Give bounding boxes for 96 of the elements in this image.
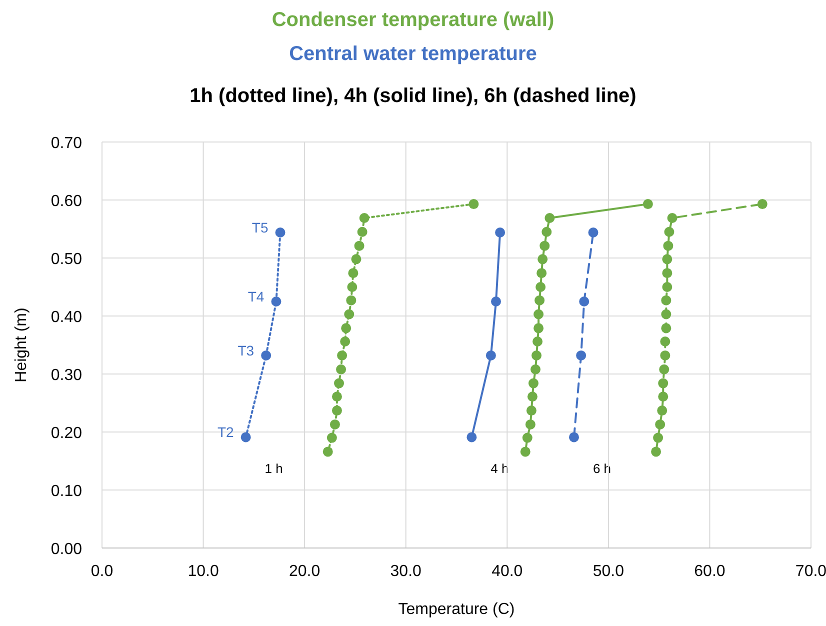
y-tick-label: 0.40	[50, 309, 82, 326]
point	[657, 406, 668, 416]
point	[662, 282, 672, 292]
point	[528, 378, 538, 388]
y-tick-label: 0.00	[50, 541, 82, 558]
point	[348, 268, 358, 278]
annotation: T5	[252, 219, 268, 236]
point	[660, 350, 670, 360]
point	[658, 378, 668, 388]
point	[522, 432, 532, 443]
point	[588, 227, 598, 238]
point	[334, 378, 344, 388]
point	[261, 350, 272, 360]
point	[651, 446, 662, 457]
point	[642, 199, 653, 210]
point	[579, 296, 590, 306]
point	[337, 350, 348, 360]
point	[534, 323, 544, 334]
point	[542, 226, 552, 237]
y-tick-label: 0.30	[50, 367, 82, 384]
point	[662, 268, 672, 278]
point	[486, 350, 496, 360]
x-tick-label: 70.0	[795, 563, 826, 580]
point	[661, 309, 672, 320]
annotation: T2	[217, 424, 234, 440]
point	[661, 323, 672, 334]
point	[655, 419, 666, 430]
point	[344, 309, 354, 320]
point	[540, 240, 550, 251]
point	[667, 212, 678, 223]
point	[663, 240, 674, 251]
y-tick-label: 0.20	[50, 425, 82, 442]
point	[340, 336, 350, 347]
point	[275, 227, 286, 238]
annotation: T3	[238, 342, 254, 358]
chart-title: Condenser temperature (wall)	[272, 9, 554, 31]
point	[520, 446, 530, 457]
chart-subtitle: Central water temperature	[289, 43, 537, 65]
x-tick-label: 40.0	[492, 563, 523, 580]
x-tick-label: 0.0	[90, 563, 114, 580]
point	[658, 392, 668, 402]
point	[271, 296, 282, 306]
point	[357, 226, 368, 237]
point	[240, 432, 251, 442]
point	[466, 432, 477, 442]
point	[525, 419, 536, 430]
point	[536, 282, 546, 292]
point	[536, 268, 547, 278]
point	[532, 336, 543, 347]
x-tick-label: 20.0	[289, 563, 320, 580]
annotation: T4	[248, 288, 264, 304]
point	[661, 295, 672, 306]
point	[534, 295, 545, 306]
point	[538, 254, 548, 264]
y-tick-label: 0.70	[50, 135, 82, 152]
point	[532, 350, 542, 360]
point	[351, 254, 362, 264]
point	[659, 364, 670, 374]
y-tick-label: 0.50	[50, 251, 82, 268]
point	[354, 240, 364, 251]
point	[568, 432, 579, 442]
point	[527, 392, 538, 402]
point	[332, 406, 342, 416]
x-axis-title: Temperature (C)	[398, 601, 515, 618]
point	[534, 309, 544, 320]
point	[495, 227, 506, 238]
x-tick-label: 50.0	[592, 563, 624, 580]
point	[347, 282, 358, 292]
point	[336, 364, 346, 374]
point	[491, 296, 501, 306]
y-tick-label: 0.60	[50, 193, 82, 210]
point	[544, 212, 555, 223]
y-axis-title: Height (m)	[13, 308, 30, 382]
point	[326, 432, 337, 443]
point	[757, 199, 768, 210]
point	[341, 323, 352, 334]
x-tick-label: 60.0	[694, 563, 726, 580]
point	[359, 212, 370, 223]
point	[576, 350, 586, 360]
point	[330, 419, 340, 430]
point	[346, 295, 356, 306]
point	[664, 226, 674, 237]
point	[530, 364, 541, 374]
point	[526, 406, 536, 416]
annotation: 1 h	[264, 461, 283, 476]
point	[653, 432, 664, 443]
y-tick-label: 0.10	[50, 483, 82, 500]
annotation: 6 h	[592, 461, 612, 476]
text: 1h (dotted line), 4h (solid line), 6h (dashed line)	[190, 85, 636, 107]
point	[332, 392, 342, 402]
point	[662, 254, 672, 264]
x-tick-label: 10.0	[188, 563, 219, 580]
point	[660, 336, 670, 347]
point	[468, 199, 479, 210]
point	[322, 446, 333, 457]
x-tick-label: 30.0	[390, 563, 422, 580]
